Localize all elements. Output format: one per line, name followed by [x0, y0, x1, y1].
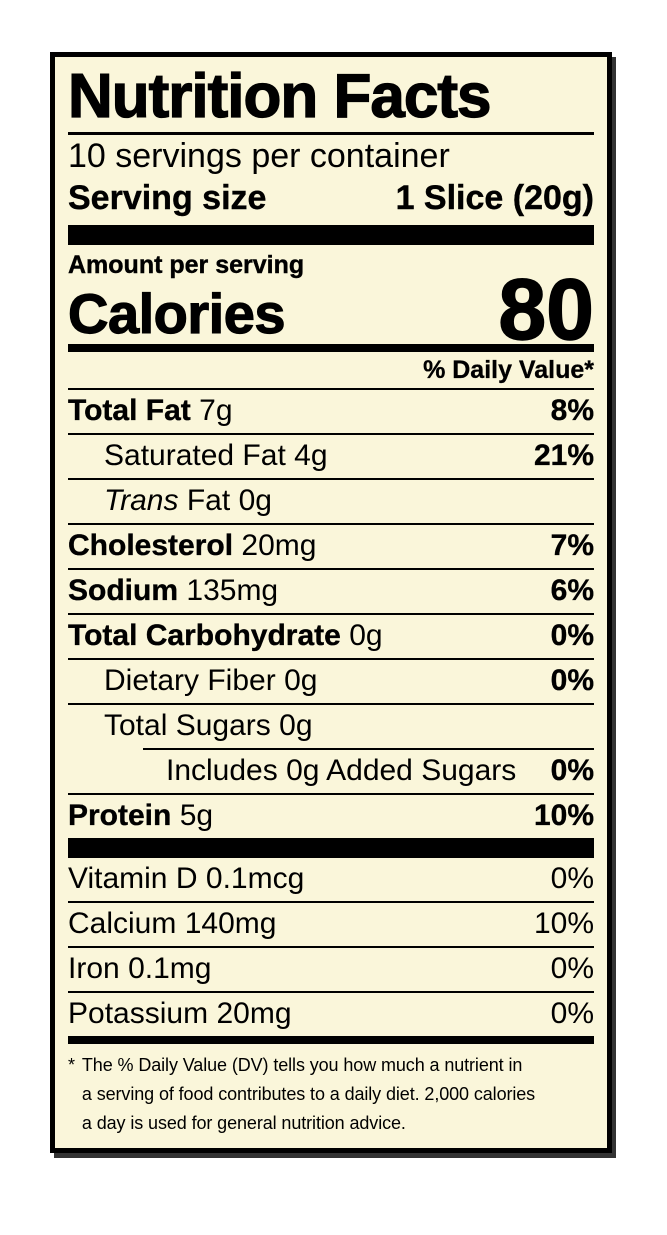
footnote-line: a serving of food contributes to a daily… [81, 1084, 536, 1104]
nutrient-name-group: Sodium 135mg [68, 574, 279, 607]
nutrient-name-group: Vitamin D 0.1mcg [68, 863, 304, 895]
nutrient-name: Calcium [68, 907, 177, 940]
nutrient-amount: 0g [284, 664, 318, 697]
nutrient-name: Fat [186, 484, 231, 517]
nutrient-name-group: Total Sugars 0g [104, 710, 313, 742]
nutrient-name-group: Protein 5g [68, 799, 214, 832]
section-bar-protein [68, 838, 594, 858]
nutrient-dv: 0% [550, 619, 594, 652]
nutrient-row-trans-fat: Trans Fat 0g [68, 480, 594, 525]
footnote-line: The % Daily Value (DV) tells you how muc… [81, 1055, 523, 1075]
nutrient-name-group: Potassium 20mg [68, 998, 292, 1030]
added-sugars-divider [143, 748, 594, 750]
label-title: Nutrition Facts [67, 62, 492, 131]
nutrient-row-total-fat: Total Fat 7g 8% [68, 390, 594, 435]
nutrient-name: Total Fat [68, 394, 191, 427]
nutrient-amount: 0g [349, 619, 383, 652]
serving-size-label: Serving size [68, 179, 267, 217]
nutrient-dv: 7% [550, 529, 594, 562]
nutrient-amount: 20mg [241, 529, 317, 562]
nutrient-amount: 7g [199, 394, 233, 427]
daily-value-header: % Daily Value* [68, 352, 594, 390]
nutrient-name: Vitamin D [68, 862, 198, 895]
nutrient-dv: 10% [533, 907, 594, 940]
nutrient-row-sodium: Sodium 135mg 6% [68, 570, 594, 615]
nutrient-amount: 0.1mg [128, 952, 212, 985]
nutrient-name: Total Sugars [104, 709, 271, 742]
nutrient-name: Iron [68, 952, 120, 985]
nutrient-dv: 0% [550, 664, 594, 697]
nutrient-name-group: Dietary Fiber 0g [104, 665, 317, 697]
footnote-line: a day is used for general nutrition advi… [81, 1113, 406, 1133]
nutrient-name-group: Iron 0.1mg [68, 953, 211, 985]
nutrient-name: Potassium [68, 997, 209, 1030]
nutrient-row-total-sugars: Total Sugars 0g [68, 705, 594, 748]
nutrition-facts-label: Nutrition Facts 10 servings per containe… [50, 52, 612, 1153]
nutrient-name-italic: Trans [104, 484, 179, 517]
calories-label: Calories [67, 282, 286, 345]
nutrient-name-group: Cholesterol 20mg [68, 529, 317, 562]
micronutrient-row-vitamin-d: Vitamin D 0.1mcg 0% [68, 858, 594, 903]
nutrient-name-group: Includes 0g Added Sugars [166, 755, 516, 787]
serving-size-row: Serving size 1 Slice (20g) [68, 178, 594, 225]
nutrient-name: Cholesterol [68, 529, 234, 562]
nutrient-amount: 0g [279, 709, 313, 742]
nutrient-row-protein: Protein 5g 10% [68, 795, 594, 838]
micronutrient-row-calcium: Calcium 140mg 10% [68, 903, 594, 948]
calories-row: Calories 80 [67, 262, 595, 358]
nutrient-dv: 0% [550, 997, 594, 1030]
nutrient-name-group: Saturated Fat 4g [104, 440, 328, 472]
nutrient-dv: 0% [550, 862, 594, 895]
serving-size-value: 1 Slice (20g) [395, 179, 594, 217]
nutrient-dv: 8% [550, 394, 594, 427]
footnote-asterisk: * [68, 1055, 75, 1075]
nutrient-dv: 0% [550, 754, 594, 787]
footnote-text: The % Daily Value (DV) tells you how muc… [82, 1051, 535, 1138]
micronutrient-row-potassium: Potassium 20mg 0% [68, 993, 594, 1036]
nutrient-amount: 140mg [184, 907, 277, 940]
nutrient-name: Saturated Fat [104, 439, 286, 472]
nutrient-name-group: Calcium 140mg [68, 908, 276, 940]
nutrient-amount: 5g [179, 799, 214, 832]
nutrient-name-group: Total Fat 7g [68, 394, 233, 427]
nutrient-name-group: Total Carbohydrate 0g [68, 619, 383, 652]
nutrient-name: Protein [68, 799, 172, 832]
nutrient-dv: 6% [550, 574, 594, 607]
nutrient-amount: 0g [238, 484, 272, 517]
page-background: { "colors": { "label_bg": "#FAF6DA", "pa… [0, 52, 667, 1235]
title-divider [68, 132, 594, 135]
micronutrient-row-iron: Iron 0.1mg 0% [68, 948, 594, 993]
nutrient-name: Sodium [68, 574, 178, 607]
nutrient-name: Dietary Fiber [104, 664, 276, 697]
nutrient-row-added-sugars: Includes 0g Added Sugars 0% [68, 750, 594, 795]
section-bar-top [68, 225, 594, 245]
servings-per-container: 10 servings per container [68, 137, 450, 175]
amount-per-serving-label: Amount per serving [68, 251, 305, 279]
nutrient-dv: 10% [533, 799, 594, 832]
nutrient-amount: 135mg [186, 574, 279, 607]
calories-divider-bar [68, 344, 594, 352]
nutrient-row-saturated-fat: Saturated Fat 4g 21% [68, 435, 594, 480]
nutrient-row-cholesterol: Cholesterol 20mg 7% [68, 525, 594, 570]
nutrient-amount: 20mg [216, 997, 292, 1030]
nutrient-name: Includes 0g Added Sugars [166, 754, 517, 787]
nutrient-row-dietary-fiber: Dietary Fiber 0g 0% [68, 660, 594, 705]
nutrient-name-group: Trans Fat 0g [104, 485, 272, 517]
nutrient-name: Total Carbohydrate [68, 619, 341, 652]
section-bar-footnote [68, 1036, 594, 1044]
nutrient-amount: 0.1mcg [205, 862, 305, 895]
nutrient-dv: 0% [550, 952, 594, 985]
calories-value: 80 [498, 262, 595, 358]
footnote: * The % Daily Value (DV) tells you how m… [68, 1051, 594, 1138]
nutrient-row-total-carbohydrate: Total Carbohydrate 0g 0% [68, 615, 594, 660]
nutrient-dv: 21% [533, 439, 594, 472]
nutrient-amount: 4g [294, 439, 328, 472]
